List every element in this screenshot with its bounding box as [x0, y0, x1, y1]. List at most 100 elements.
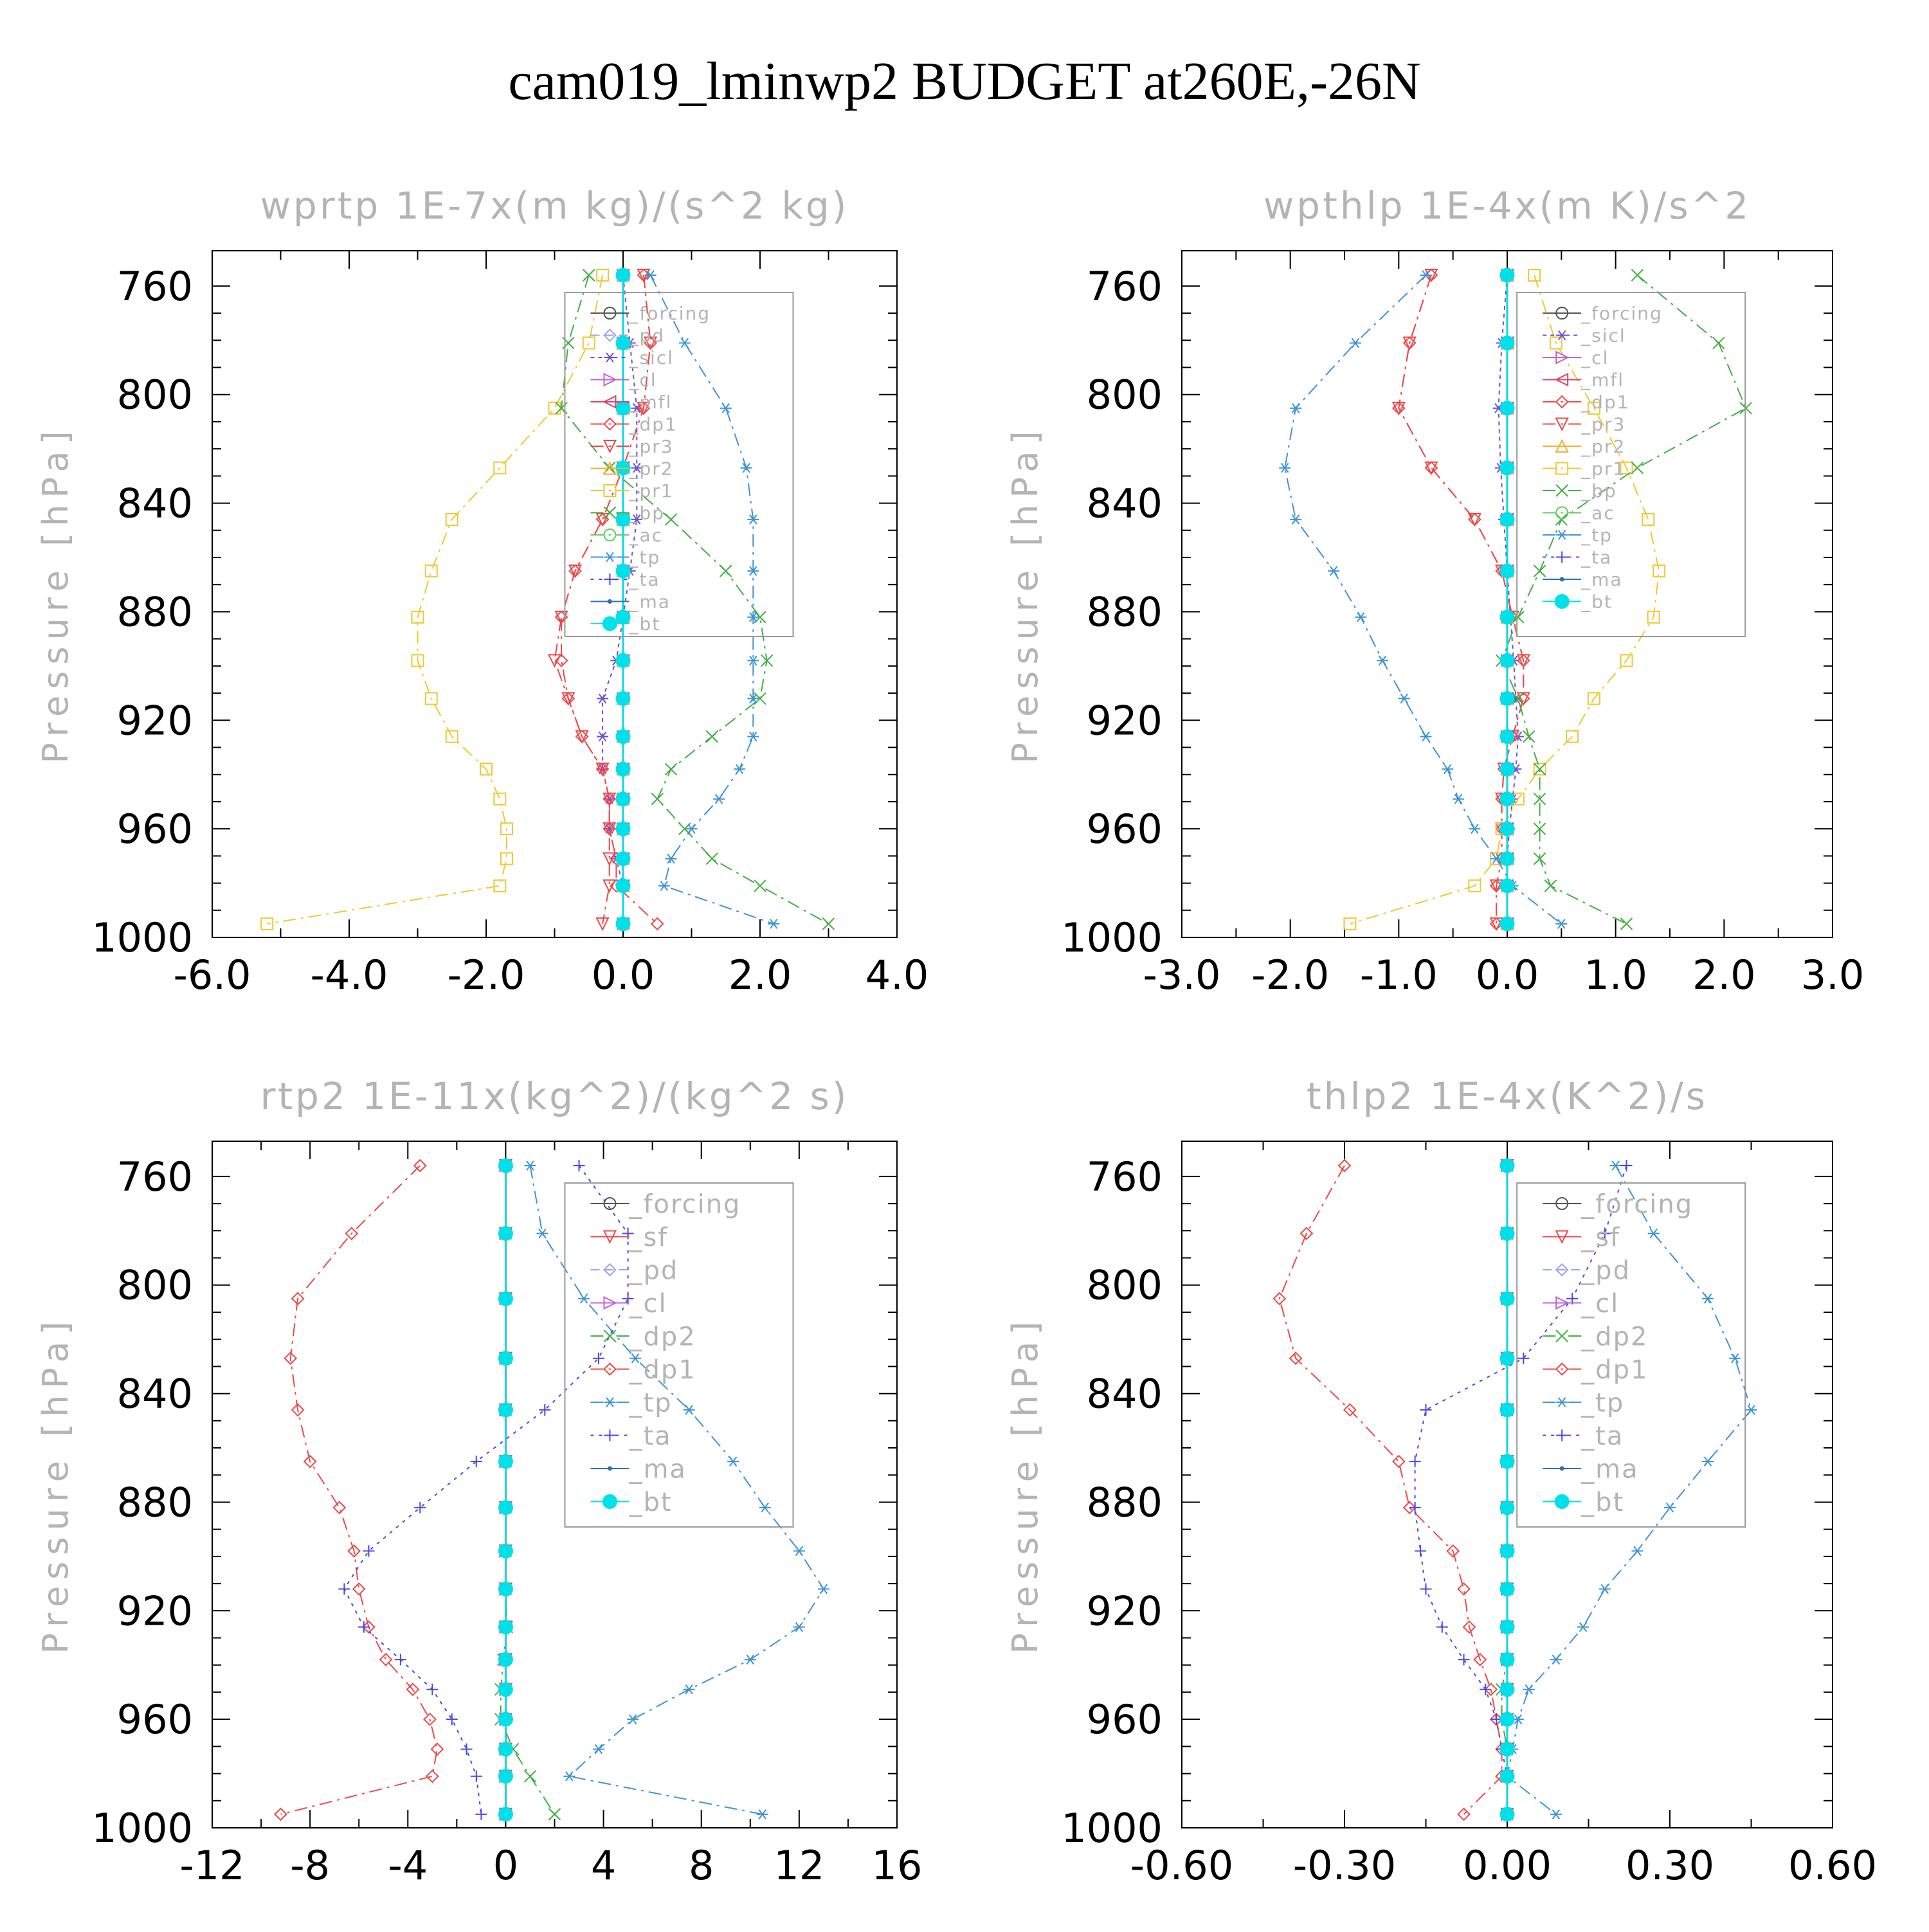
- data-point: [1446, 1544, 1460, 1558]
- legend-entry-pr2: _pr2: [590, 458, 673, 480]
- panel-title: thlp2 1E-4x(K^2)/s: [1307, 1074, 1708, 1118]
- data-point: [498, 1500, 513, 1515]
- data-point: [1420, 1404, 1432, 1416]
- legend-label: _pd: [1580, 1256, 1631, 1285]
- data-point: [425, 1769, 439, 1783]
- legend-marker: [603, 1362, 617, 1376]
- data-point: [1523, 730, 1535, 743]
- data-point: [1499, 851, 1515, 867]
- data-point: [602, 792, 617, 806]
- data-point: [822, 917, 835, 930]
- data-point: [332, 1501, 347, 1515]
- x-tick-label: -4.0: [311, 952, 388, 998]
- x-tick-label: 1.0: [1584, 952, 1647, 998]
- legend-marker: [1556, 330, 1568, 341]
- legend-label: _dp1: [1580, 1355, 1648, 1385]
- data-point: [291, 1292, 305, 1306]
- x-tick-label: -0.60: [1130, 1842, 1233, 1889]
- data-point: [705, 730, 719, 743]
- series-tp: [524, 1160, 829, 1819]
- data-point: [1555, 919, 1568, 929]
- data-point: [1598, 1584, 1611, 1594]
- legend-marker: [602, 1494, 617, 1509]
- data-point: [1533, 763, 1546, 776]
- data-point: [734, 764, 746, 775]
- data-point: [615, 691, 631, 707]
- data-point: [493, 461, 507, 474]
- data-point: [650, 917, 664, 931]
- data-point: [1415, 1545, 1427, 1557]
- data-point: [582, 336, 595, 350]
- data-point: [1533, 564, 1546, 577]
- data-point: [1462, 1620, 1476, 1634]
- legend-label: _dp1: [628, 1355, 696, 1385]
- series-line: [1350, 275, 1660, 925]
- data-point: [1620, 654, 1633, 667]
- legend-label: _bt: [1580, 591, 1613, 613]
- data-point: [615, 916, 631, 932]
- legend-marker: [603, 417, 617, 431]
- data-point: [1499, 791, 1515, 807]
- series-tp: [1279, 270, 1568, 929]
- legend-entry-ma: _ma: [1543, 1454, 1638, 1484]
- data-point: [524, 1160, 536, 1171]
- data-point: [1499, 1500, 1515, 1515]
- legend-entry-sicl: _sicl: [590, 347, 673, 368]
- legend-label: _dp2: [628, 1322, 696, 1351]
- legend-marker: [1555, 350, 1570, 365]
- data-point: [1391, 401, 1406, 416]
- legend-marker: [604, 573, 616, 585]
- data-point: [523, 1770, 537, 1783]
- legend-label: _dp1: [1580, 392, 1629, 413]
- series-line: [267, 275, 604, 925]
- data-point: [498, 1742, 513, 1757]
- data-point: [1377, 655, 1389, 666]
- data-point: [1473, 1652, 1487, 1666]
- legend-marker: [604, 552, 616, 563]
- data-point: [1577, 1621, 1589, 1632]
- data-point: [747, 612, 759, 622]
- data-point: [338, 1583, 350, 1595]
- data-point: [1499, 1769, 1515, 1784]
- data-point: [498, 1402, 513, 1418]
- data-point: [1499, 1742, 1515, 1757]
- data-point: [498, 1682, 513, 1697]
- legend-entry-dp1: _dp1: [590, 1355, 696, 1385]
- legend-label: _dp1: [628, 414, 677, 435]
- legend-marker: [1556, 1429, 1568, 1441]
- legend: _forcing_pd_sicl_cl_mfl_dp1_pr3_pr2_pr1_…: [564, 292, 794, 637]
- legend-label: _sf: [1580, 1223, 1620, 1252]
- legend-label: _dp2: [1580, 1322, 1648, 1351]
- legend-label: _mfl: [628, 392, 672, 413]
- data-point: [1355, 612, 1367, 622]
- legend-label: _tp: [1580, 1388, 1624, 1418]
- legend-marker: [602, 616, 617, 631]
- legend-marker: [1556, 1397, 1568, 1407]
- legend: _forcing _sf _pd _cl _dp2 _dp1_tp _ta _ma _bt: [564, 1182, 794, 1528]
- data-point: [678, 338, 691, 348]
- data-point: [1499, 1807, 1515, 1822]
- data-point: [768, 919, 780, 929]
- data-point: [1499, 761, 1515, 777]
- legend-entry-bt: _bt: [1543, 591, 1613, 613]
- y-tick-label: 920: [1087, 1587, 1163, 1634]
- data-point: [424, 564, 438, 578]
- legend-entry-cl: _cl: [590, 370, 656, 391]
- data-point: [1409, 1456, 1421, 1468]
- data-point: [664, 513, 678, 526]
- legend-label: _sf: [628, 1223, 668, 1252]
- y-tick-label: 960: [117, 1696, 193, 1743]
- legend-marker: [602, 440, 617, 454]
- data-point: [411, 610, 424, 624]
- data-point: [664, 763, 678, 775]
- legend-marker: [1559, 1466, 1564, 1471]
- data-point: [615, 267, 631, 283]
- data-point: [548, 1808, 561, 1821]
- panel-2: wpthlp 1E-4x(m K)/s^2 Pressure [hPa] 760 80…: [1005, 184, 1864, 998]
- data-point: [1550, 1654, 1562, 1665]
- legend-label: _pr2: [628, 458, 673, 480]
- data-point: [817, 1584, 829, 1594]
- legend-marker: [1555, 506, 1569, 519]
- data-point: [1480, 1683, 1492, 1695]
- data-point: [643, 336, 658, 350]
